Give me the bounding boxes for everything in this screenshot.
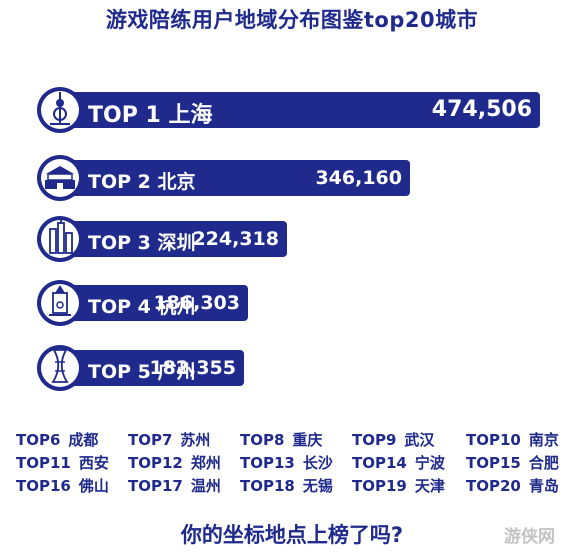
others-grid: TOP6 成都 TOP7 苏州 TOP8 重庆 TOP9 武汉 TOP10 南京 TOP11 西安 TO… bbox=[16, 429, 576, 499]
bars-svg bbox=[37, 87, 540, 391]
badge-fill-2 bbox=[41, 159, 79, 197]
bar-1 bbox=[60, 92, 540, 128]
city-name: 宁波 bbox=[414, 454, 445, 472]
city-name: 温州 bbox=[190, 477, 221, 495]
rank-label: TOP16 bbox=[16, 477, 71, 495]
bar-5 bbox=[60, 350, 244, 386]
watermark-logo: 游侠网 bbox=[504, 527, 555, 547]
city-name: 西安 bbox=[78, 454, 109, 472]
city-name: 青岛 bbox=[528, 477, 559, 495]
shenzhen-skyline-icon bbox=[49, 219, 73, 254]
rank-cell: TOP20 青岛 bbox=[466, 475, 559, 496]
rank-label: TOP9 bbox=[352, 431, 397, 449]
city-name: 重庆 bbox=[292, 431, 323, 449]
canton-tower-icon bbox=[51, 349, 69, 383]
hangzhou-pagoda-icon bbox=[49, 285, 71, 316]
city-name: 合肥 bbox=[528, 454, 559, 472]
rank-label: TOP18 bbox=[240, 477, 295, 495]
shanghai-tower-icon bbox=[50, 92, 70, 125]
rank-cell: TOP13 长沙 bbox=[240, 452, 333, 473]
rank-cell: TOP8 重庆 bbox=[240, 429, 322, 450]
rank-cell: TOP10 南京 bbox=[466, 429, 559, 450]
rank-cell: TOP15 合肥 bbox=[466, 452, 559, 473]
bar-2 bbox=[60, 160, 410, 196]
rank-cell: TOP11 西安 bbox=[16, 452, 109, 473]
rank-label: TOP15 bbox=[466, 454, 521, 472]
rank-label: TOP12 bbox=[128, 454, 183, 472]
bar-value-4: 186,303 bbox=[153, 291, 240, 314]
city-name: 武汉 bbox=[404, 431, 435, 449]
bar-value-3: 224,318 bbox=[192, 227, 279, 250]
rank-label: TOP14 bbox=[352, 454, 407, 472]
badge-fill-5 bbox=[41, 349, 79, 387]
bar-label-5: TOP 5 广州 bbox=[88, 360, 196, 383]
bar-value-1: 474,506 bbox=[431, 96, 532, 122]
rank-label: TOP20 bbox=[466, 477, 521, 495]
rank-label: TOP19 bbox=[352, 477, 407, 495]
rank-label: TOP10 bbox=[466, 431, 521, 449]
tiananmen-icon bbox=[45, 166, 75, 189]
rank-cell: TOP17 温州 bbox=[128, 475, 221, 496]
rank-cell: TOP6 成都 bbox=[16, 429, 98, 450]
rank-cell: TOP9 武汉 bbox=[352, 429, 434, 450]
bar-label-1: TOP 1 上海 bbox=[88, 102, 213, 128]
chart-title: 游戏陪练用户地域分布图鉴top20城市 bbox=[105, 8, 479, 32]
bar-4 bbox=[60, 285, 248, 321]
bar-label-2: TOP 2 北京 bbox=[88, 170, 196, 193]
bar-chart: TOP 1 上海 474,506 TOP 2 北京 346,160 TOP 3 深圳 22… bbox=[37, 87, 540, 391]
rank-label: TOP17 bbox=[128, 477, 183, 495]
bar-value-2: 346,160 bbox=[315, 166, 402, 189]
city-name: 佛山 bbox=[78, 477, 109, 495]
bar-value-5: 182,355 bbox=[149, 356, 236, 379]
rank-label: TOP6 bbox=[16, 431, 61, 449]
rank-cell: TOP14 宁波 bbox=[352, 452, 445, 473]
rank-label: TOP13 bbox=[240, 454, 295, 472]
footer-question: 你的坐标地点上榜了吗? bbox=[180, 523, 404, 547]
city-name: 南京 bbox=[528, 431, 559, 449]
rank-cell: TOP16 佛山 bbox=[16, 475, 109, 496]
bar-3 bbox=[60, 221, 287, 257]
rank-cell: TOP18 无锡 bbox=[240, 475, 333, 496]
rank-label: TOP8 bbox=[240, 431, 285, 449]
rank-cell: TOP19 天津 bbox=[352, 475, 445, 496]
city-name: 天津 bbox=[414, 477, 445, 495]
bar-label-4: TOP 4 杭州 bbox=[88, 295, 196, 318]
city-name: 成都 bbox=[68, 431, 99, 449]
city-name: 苏州 bbox=[180, 431, 211, 449]
city-name: 无锡 bbox=[302, 477, 333, 495]
rank-label: TOP7 bbox=[128, 431, 173, 449]
badge-fill-4 bbox=[41, 284, 79, 322]
city-name: 郑州 bbox=[190, 454, 221, 472]
city-name: 长沙 bbox=[302, 454, 333, 472]
rank-label: TOP11 bbox=[16, 454, 71, 472]
rank-cell: TOP7 苏州 bbox=[128, 429, 210, 450]
rank-cell: TOP12 郑州 bbox=[128, 452, 221, 473]
bar-label-3: TOP 3 深圳 bbox=[88, 231, 196, 254]
